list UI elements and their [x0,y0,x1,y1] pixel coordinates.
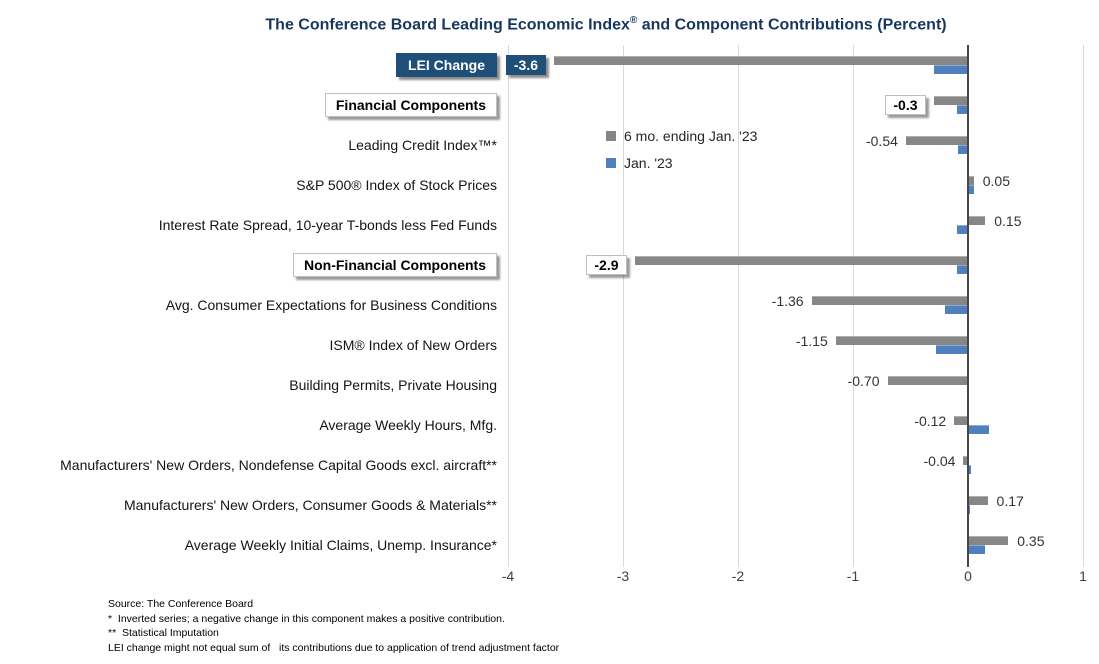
value-label: -0.3 [885,95,926,115]
bar-6mo-ending-jan23 [887,376,968,385]
bar-6mo-ending-jan23 [963,456,968,465]
gridline [738,45,739,567]
category-label: Average Weekly Initial Claims, Unemp. In… [184,537,497,553]
bar-jan23 [968,545,986,554]
value-label: -2.9 [586,255,627,275]
footnote-source: Source: The Conference Board [108,598,254,610]
gridline [1083,45,1084,567]
footnote-inverted-series: * Inverted series; a negative change in … [108,612,505,625]
category-label: Manufacturers' New Orders, Consumer Good… [123,497,497,513]
category-label: Building Permits, Private Housing [289,377,497,393]
bar-6mo-ending-jan23 [905,136,968,145]
legend-item-jan23: Jan. '23 [606,149,757,176]
x-tick-label: -4 [501,568,515,584]
bar-jan23 [968,505,971,514]
value-label: 0.15 [994,212,1022,229]
legend-item-6mo: 6 mo. ending Jan. '23 [606,122,757,149]
bar-jan23 [968,425,989,434]
bar-jan23 [957,145,968,154]
bar-jan23 [968,465,972,474]
legend: 6 mo. ending Jan. '23 Jan. '23 [606,122,757,176]
x-tick-label: -2 [731,568,745,584]
bar-6mo-ending-jan23 [968,216,986,225]
value-label: -0.04 [923,452,956,469]
chart-title: The Conference Board Leading Economic In… [265,15,946,34]
bar-jan23 [956,225,968,234]
x-tick-label: -3 [616,568,630,584]
value-label: -0.54 [865,132,898,149]
bar-jan23 [956,265,968,274]
category-label: Interest Rate Spread, 10-year T-bonds le… [158,217,497,233]
bar-jan23 [945,305,968,314]
chart-title-suffix: and Component Contributions (Percent) [637,16,947,34]
value-label: -1.36 [771,292,804,309]
value-label: 0.17 [996,492,1024,509]
bar-6mo-ending-jan23 [634,256,968,265]
bar-6mo-ending-jan23 [554,56,968,65]
gridline [623,45,624,567]
legend-swatch-blue-icon [606,157,616,168]
footnotes: Source: The Conference Board * Inverted … [108,597,559,655]
value-label: -0.70 [847,372,880,389]
value-label: -1.15 [795,332,828,349]
bar-6mo-ending-jan23 [968,496,988,505]
category-label: Financial Components [324,93,497,117]
bar-6mo-ending-jan23 [933,96,968,105]
value-label: -3.6 [505,55,546,75]
value-label: -0.12 [914,412,947,429]
bar-jan23 [956,105,968,114]
bar-6mo-ending-jan23 [968,536,1009,545]
footnote-trend-adjustment: LEI change might not equal sum of its co… [108,641,560,654]
bar-jan23 [968,185,974,194]
category-label: Average Weekly Hours, Mfg. [319,417,497,433]
x-tick-label: 1 [1079,568,1087,584]
value-label: 0.35 [1017,532,1045,549]
bar-jan23 [933,65,968,74]
legend-swatch-gray-icon [606,130,616,141]
registered-mark-icon: ® [629,15,638,26]
category-label: S&P 500® Index of Stock Prices [296,177,497,193]
bar-jan23 [935,345,968,354]
chart-title-text: The Conference Board Leading Economic In… [265,16,630,34]
legend-label-6mo: 6 mo. ending Jan. '23 [624,127,758,144]
gridline [508,45,509,567]
footnote-statistical-imputation: ** Statistical Imputation [108,627,219,639]
bar-6mo-ending-jan23 [954,416,968,425]
zero-axis-line [967,45,969,567]
category-label: Avg. Consumer Expectations for Business … [165,297,497,313]
bar-6mo-ending-jan23 [811,296,968,305]
bar-6mo-ending-jan23 [835,336,968,345]
category-label: Manufacturers' New Orders, Nondefense Ca… [60,457,497,473]
bar-6mo-ending-jan23 [968,176,974,185]
category-label: Leading Credit Index™* [348,137,497,153]
category-label: LEI Change [395,53,497,77]
gridline [853,45,854,567]
x-tick-label: -1 [846,568,860,584]
x-tick-label: 0 [964,568,972,584]
category-label: Non-Financial Components [293,253,497,277]
value-label: 0.05 [982,172,1010,189]
legend-label-jan23: Jan. '23 [624,154,673,171]
category-label: ISM® Index of New Orders [329,337,497,353]
